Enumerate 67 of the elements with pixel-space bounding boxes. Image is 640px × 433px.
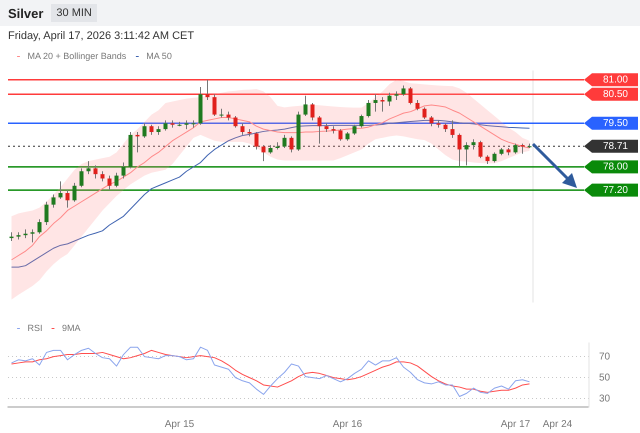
candlestick [38, 218, 42, 234]
candlestick [94, 164, 98, 180]
candlestick [212, 94, 216, 117]
candlestick [520, 143, 524, 154]
candlestick [388, 92, 392, 106]
candlestick [66, 190, 70, 208]
chart-subtitle: Friday, April 17, 2026 3:11:42 AM CET [7, 29, 196, 44]
candlestick [360, 114, 364, 128]
y-tick-label: 79.50 [602, 118, 628, 130]
chart-title: Silver [8, 6, 44, 20]
legend-label: MA 20 + Bollinger Bands [28, 50, 127, 61]
y-tick-label: 78.71 [602, 141, 628, 152]
candlestick [72, 182, 76, 202]
y-tick-label: 78.00 [602, 162, 628, 173]
y-tick-label: 81.00 [602, 74, 628, 86]
candlestick [290, 136, 294, 153]
x-tick-label: Apr 17 [500, 418, 531, 430]
candlestick [234, 116, 238, 128]
candlestick [52, 194, 56, 208]
y-tick-label: 77.20 [602, 184, 628, 196]
x-tick-label: Apr 16 [332, 418, 363, 430]
candlestick [408, 86, 412, 105]
candlestick [58, 180, 62, 200]
candlestick [310, 102, 314, 121]
y-tick-label: 50 [599, 372, 611, 384]
x-tick-label: Apr 24 [542, 418, 573, 430]
candlestick [458, 132, 462, 167]
candlestick [430, 116, 434, 127]
candlestick [514, 143, 518, 154]
candlestick [402, 85, 406, 96]
candlestick [44, 201, 48, 226]
candlestick [478, 140, 482, 159]
candlestick [150, 124, 154, 136]
candlestick [422, 106, 426, 120]
candlestick [262, 144, 266, 162]
candlestick [282, 134, 286, 148]
candlestick [206, 79, 210, 101]
legend-label: MA 50 [146, 50, 172, 61]
y-tick-label: 80.50 [602, 88, 628, 100]
candlestick [374, 94, 378, 112]
candlestick [352, 124, 356, 136]
candlestick [240, 122, 244, 136]
candlestick [142, 122, 146, 138]
candlestick [304, 95, 308, 117]
candlestick [114, 172, 118, 188]
y-tick-label: 70 [599, 351, 611, 362]
text: 30 MIN [51, 4, 97, 22]
legend-label: 9MA [62, 322, 81, 333]
x-tick-label: Apr 15 [164, 418, 195, 430]
candlestick [338, 128, 342, 142]
candlestick [416, 100, 420, 111]
candlestick [492, 152, 496, 164]
candlestick [164, 120, 168, 132]
candlestick [472, 138, 476, 150]
candlestick [108, 175, 112, 191]
candlestick [366, 100, 370, 118]
candlestick [80, 168, 84, 188]
candlestick [380, 96, 384, 112]
candlestick [122, 162, 126, 180]
candlestick [136, 132, 140, 153]
candlestick [254, 132, 258, 150]
candlestick [100, 170, 104, 182]
candlestick [450, 120, 454, 138]
candlestick [464, 142, 468, 166]
y-tick-label: 30 [599, 393, 611, 404]
candlestick [318, 116, 322, 144]
legend-label: RSI [28, 322, 43, 333]
